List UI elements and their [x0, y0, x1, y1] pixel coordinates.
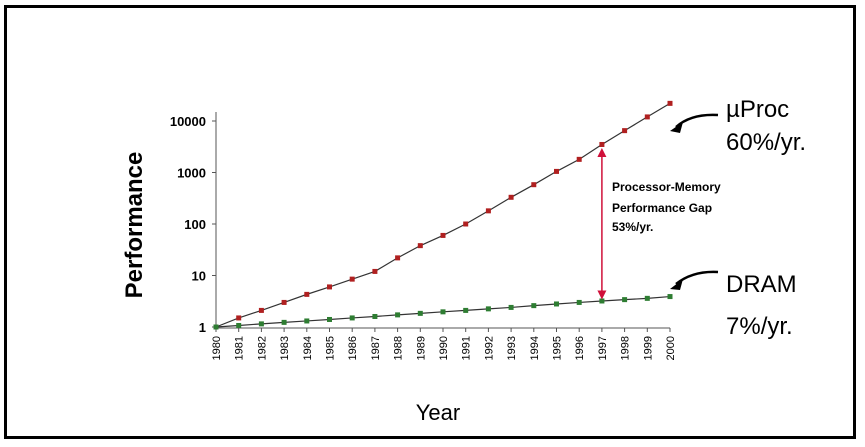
dram-point [508, 304, 514, 310]
dram-rate: 7%/yr. [726, 313, 793, 340]
dram-pointer-curve [675, 270, 719, 285]
uproc-point [281, 299, 287, 305]
y-tick-label: 10000 [170, 114, 206, 129]
dram-point [349, 315, 355, 321]
x-tick-label: 1994 [529, 336, 541, 360]
dram-point [281, 319, 287, 325]
x-tick-label: 1997 [597, 336, 609, 360]
uproc-point [304, 291, 310, 297]
x-tick-label: 1981 [234, 336, 246, 360]
dram-point [463, 307, 469, 313]
chart-frame [4, 5, 856, 439]
dram-point [327, 316, 332, 322]
uproc-point [372, 268, 378, 274]
y-tick-label: 1 [199, 320, 206, 335]
x-tick-label: 1992 [483, 336, 495, 360]
dram-point [531, 303, 537, 309]
series-layer [213, 100, 673, 330]
dram-point [304, 318, 310, 324]
x-tick-label: 1986 [347, 336, 359, 360]
uproc-point [622, 128, 628, 134]
uproc-point [417, 243, 423, 249]
uproc-point [599, 141, 605, 147]
dram-point [395, 312, 401, 318]
x-tick-label: 1984 [302, 336, 314, 360]
uproc-label: µProc [726, 96, 789, 123]
x-tick-label: 1988 [393, 336, 405, 360]
dram-point [372, 313, 378, 319]
uproc-point [576, 156, 582, 162]
x-tick-label: 1999 [642, 336, 654, 360]
y-tick-label: 1000 [177, 166, 206, 181]
x-tick-label: 1987 [370, 336, 382, 360]
uproc-pointer-curve [675, 113, 719, 128]
dram-point [258, 321, 264, 327]
x-tick-label: 1993 [506, 336, 518, 360]
x-tick-label: 2000 [665, 336, 677, 360]
x-tick-label: 1996 [574, 336, 586, 360]
uproc-point [395, 255, 401, 261]
dram-point [236, 322, 242, 328]
uproc-point [349, 276, 355, 282]
y-tick-label: 10 [192, 269, 206, 284]
x-tick-label: 1982 [256, 336, 268, 360]
dram-point [213, 324, 219, 330]
uproc-point [554, 168, 559, 174]
uproc-point [508, 194, 514, 200]
gap-label-line3: 53%/yr. [612, 220, 653, 234]
dram-point [440, 309, 446, 315]
x-tick-label: 1991 [461, 336, 473, 360]
dram-point [417, 310, 423, 316]
y-axis-title: Performance [121, 152, 148, 299]
x-tick-label: 1989 [415, 336, 427, 360]
uproc-point [440, 232, 446, 238]
uproc-point [644, 114, 650, 120]
x-tick-label: 1998 [620, 336, 632, 360]
dram-point [667, 294, 673, 300]
uproc-point [258, 307, 264, 313]
uproc-point [667, 100, 673, 106]
dram-point [622, 297, 628, 303]
x-tick-label: 1995 [552, 336, 564, 360]
dram-point [576, 299, 582, 305]
gap-label-line1: Processor-Memory [612, 180, 721, 194]
dram-point [554, 301, 559, 307]
uproc-point [531, 182, 537, 188]
dram-point [485, 306, 491, 312]
uproc-point [236, 315, 242, 321]
y-tick-label: 100 [184, 217, 206, 232]
x-tick-label: 1990 [438, 336, 450, 360]
x-tick-label: 1985 [325, 336, 337, 360]
uproc-point [485, 208, 491, 214]
dram-point [644, 295, 650, 301]
gap-label-line2: Performance Gap [612, 201, 712, 215]
dram-point [599, 298, 605, 304]
x-axis-title: Year [416, 400, 460, 425]
uproc-point [327, 284, 332, 290]
x-tick-label: 1980 [211, 336, 223, 360]
y-tick-labels: 1 10 100 1000 10000 [170, 114, 216, 335]
x-tick-label: 1983 [279, 336, 291, 360]
dram-label: DRAM [726, 271, 797, 298]
dram-pointer-head [670, 279, 683, 290]
x-tick-labels: 1980 1981 1982 1983 1984 1985 1986 1987 1988 1989… [211, 328, 677, 360]
uproc-point [463, 221, 469, 227]
uproc-rate: 60%/yr. [726, 129, 806, 156]
uproc-pointer-head [670, 122, 683, 133]
